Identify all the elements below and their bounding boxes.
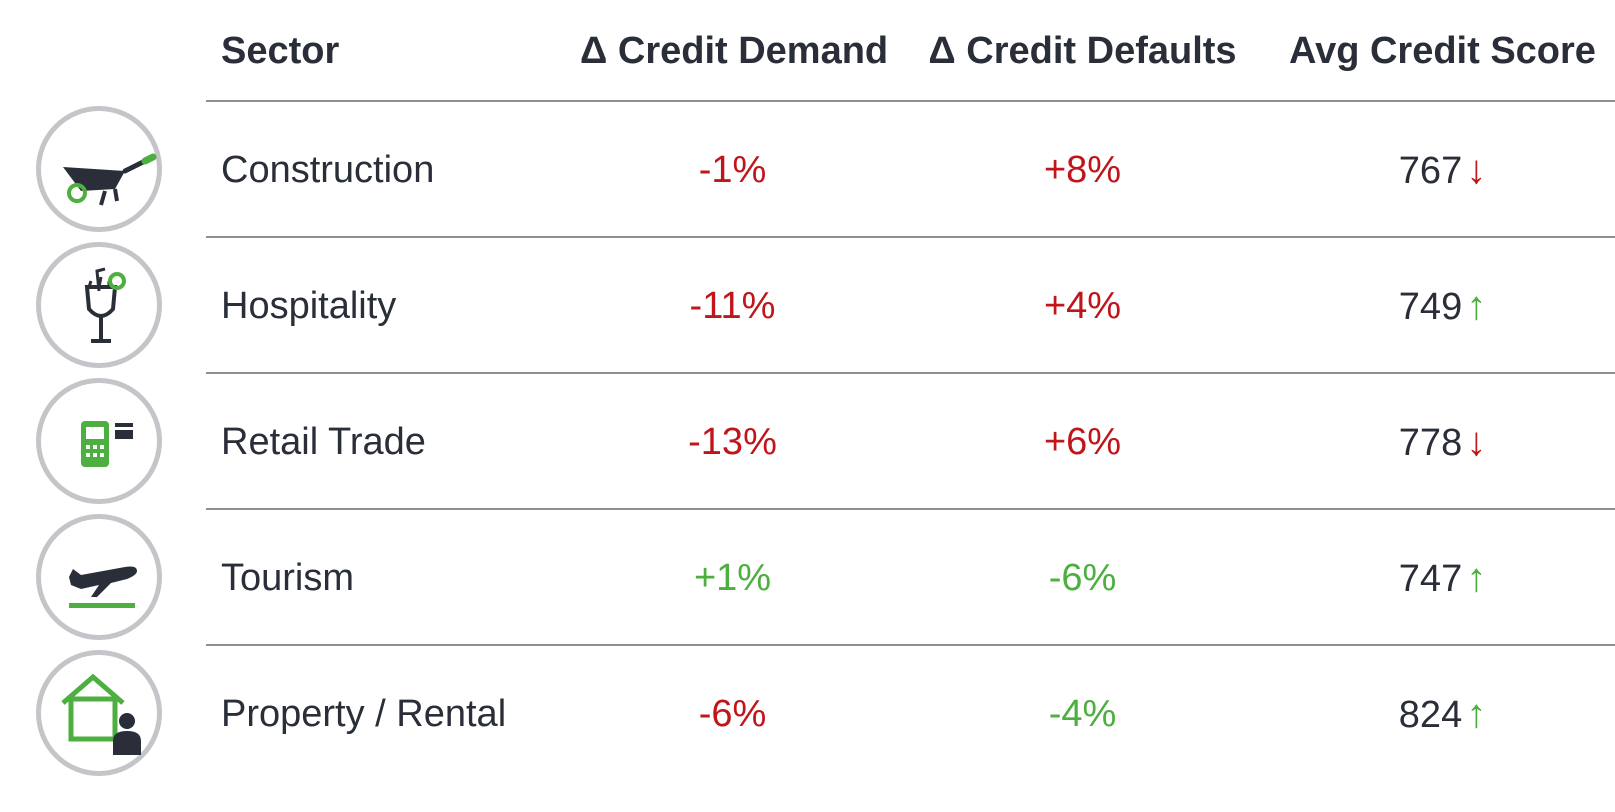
divider [206, 236, 1615, 238]
credit-score-cell: 747 ↑ [1280, 554, 1605, 603]
divider [206, 508, 1615, 510]
sector-name: Hospitality [221, 285, 397, 327]
wheelbarrow-icon [36, 106, 162, 232]
credit-defaults-value: +6% [1043, 421, 1122, 463]
arrow-down-icon: ↓ [1466, 148, 1487, 192]
sector-name: Property / Rental [221, 693, 507, 735]
sector-name: Retail Trade [221, 421, 426, 463]
credit-demand-value: -11% [689, 285, 776, 327]
credit-demand-value: -1% [698, 149, 767, 191]
arrow-up-icon: ↑ [1466, 692, 1487, 736]
table-row: Hospitality -11% +4% 749 ↑ [0, 238, 1615, 374]
arrow-up-icon: ↑ [1466, 556, 1487, 600]
house-person-icon [36, 650, 162, 776]
credit-score-cell: 824 ↑ [1280, 690, 1605, 739]
arrow-down-icon: ↓ [1466, 420, 1487, 464]
credit-demand-value: -6% [698, 693, 767, 735]
credit-score-cell: 778 ↓ [1280, 418, 1605, 467]
credit-demand-value: -13% [688, 421, 777, 463]
table-header: Sector Δ Credit Demand Δ Credit Defaults… [0, 0, 1615, 102]
table-row: Construction -1% +8% 767 ↓ [0, 102, 1615, 238]
credit-defaults-value: +8% [1043, 149, 1122, 191]
credit-score-cell: 767 ↓ [1280, 146, 1605, 195]
card-terminal-icon [36, 378, 162, 504]
credit-demand-value: +1% [693, 557, 772, 599]
table-row: Property / Rental -6% -4% 824 ↑ [0, 646, 1615, 782]
credit-score-value: 747 [1398, 558, 1463, 600]
airplane-icon [36, 514, 162, 640]
credit-defaults-value: -6% [1048, 557, 1117, 599]
header-credit-demand: Δ Credit Demand [580, 30, 889, 72]
credit-score-value: 778 [1398, 422, 1463, 464]
header-sector: Sector [221, 30, 340, 72]
header-credit-defaults: Δ Credit Defaults [928, 30, 1237, 72]
credit-defaults-value: -4% [1048, 693, 1117, 735]
credit-defaults-value: +4% [1043, 285, 1122, 327]
table-row: Retail Trade -13% +6% 778 ↓ [0, 374, 1615, 510]
cocktail-icon [36, 242, 162, 368]
divider [206, 372, 1615, 374]
credit-score-value: 824 [1398, 694, 1463, 736]
header-avg-credit-score: Avg Credit Score [1289, 30, 1596, 72]
credit-score-value: 749 [1398, 286, 1463, 328]
table-row: Tourism +1% -6% 747 ↑ [0, 510, 1615, 646]
credit-score-cell: 749 ↑ [1280, 282, 1605, 331]
divider [206, 100, 1615, 102]
credit-score-value: 767 [1398, 150, 1463, 192]
arrow-up-icon: ↑ [1466, 284, 1487, 328]
divider [206, 644, 1615, 646]
sector-name: Tourism [221, 557, 355, 599]
sector-name: Construction [221, 149, 435, 191]
